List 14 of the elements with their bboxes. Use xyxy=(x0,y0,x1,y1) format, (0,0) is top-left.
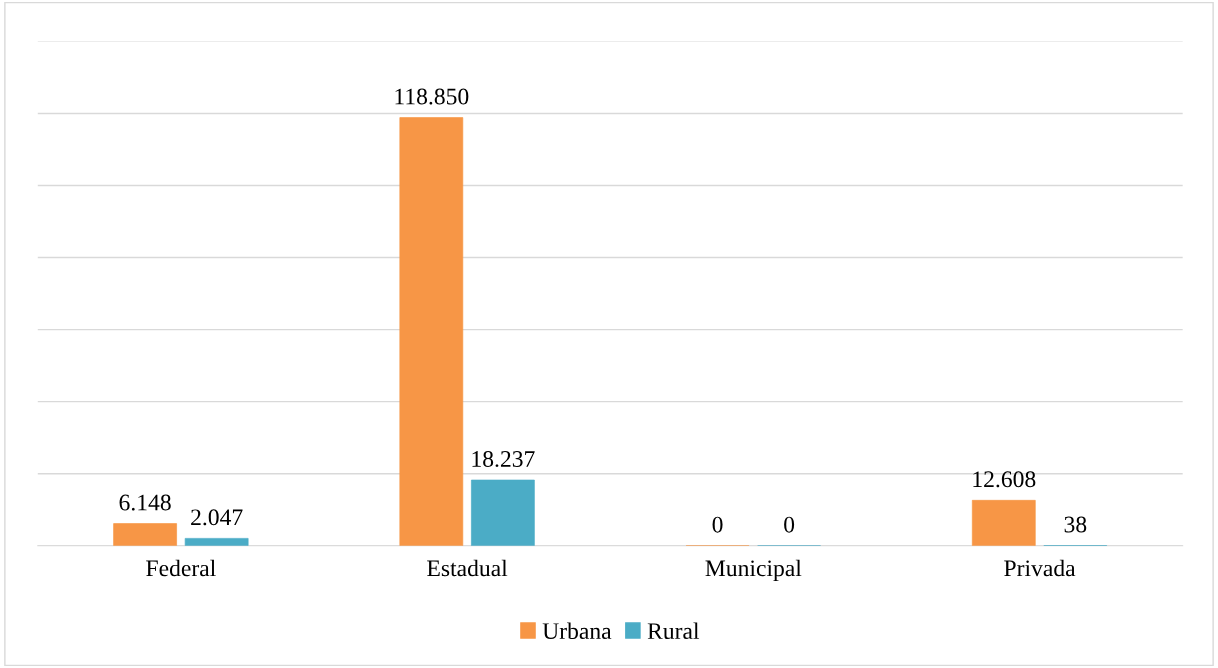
data-label: 12.608 xyxy=(973,471,1036,488)
x-tick-label: Estadual xyxy=(427,559,508,577)
legend-label: Rural xyxy=(647,622,700,640)
data-label: 38 xyxy=(1064,516,1087,533)
data-label: 118.850 xyxy=(395,88,469,105)
x-tick-label: Federal xyxy=(146,559,216,577)
data-label: 0 xyxy=(712,516,723,533)
data-label: 6.148 xyxy=(119,494,171,511)
x-tick-label: Privada xyxy=(1004,559,1076,577)
data-label: 0 xyxy=(784,516,795,533)
legend-label: Urbana xyxy=(542,622,612,640)
x-tick-label: Municipal xyxy=(705,559,802,582)
data-label: 2.047 xyxy=(191,509,243,526)
data-label: 18.237 xyxy=(472,451,535,468)
